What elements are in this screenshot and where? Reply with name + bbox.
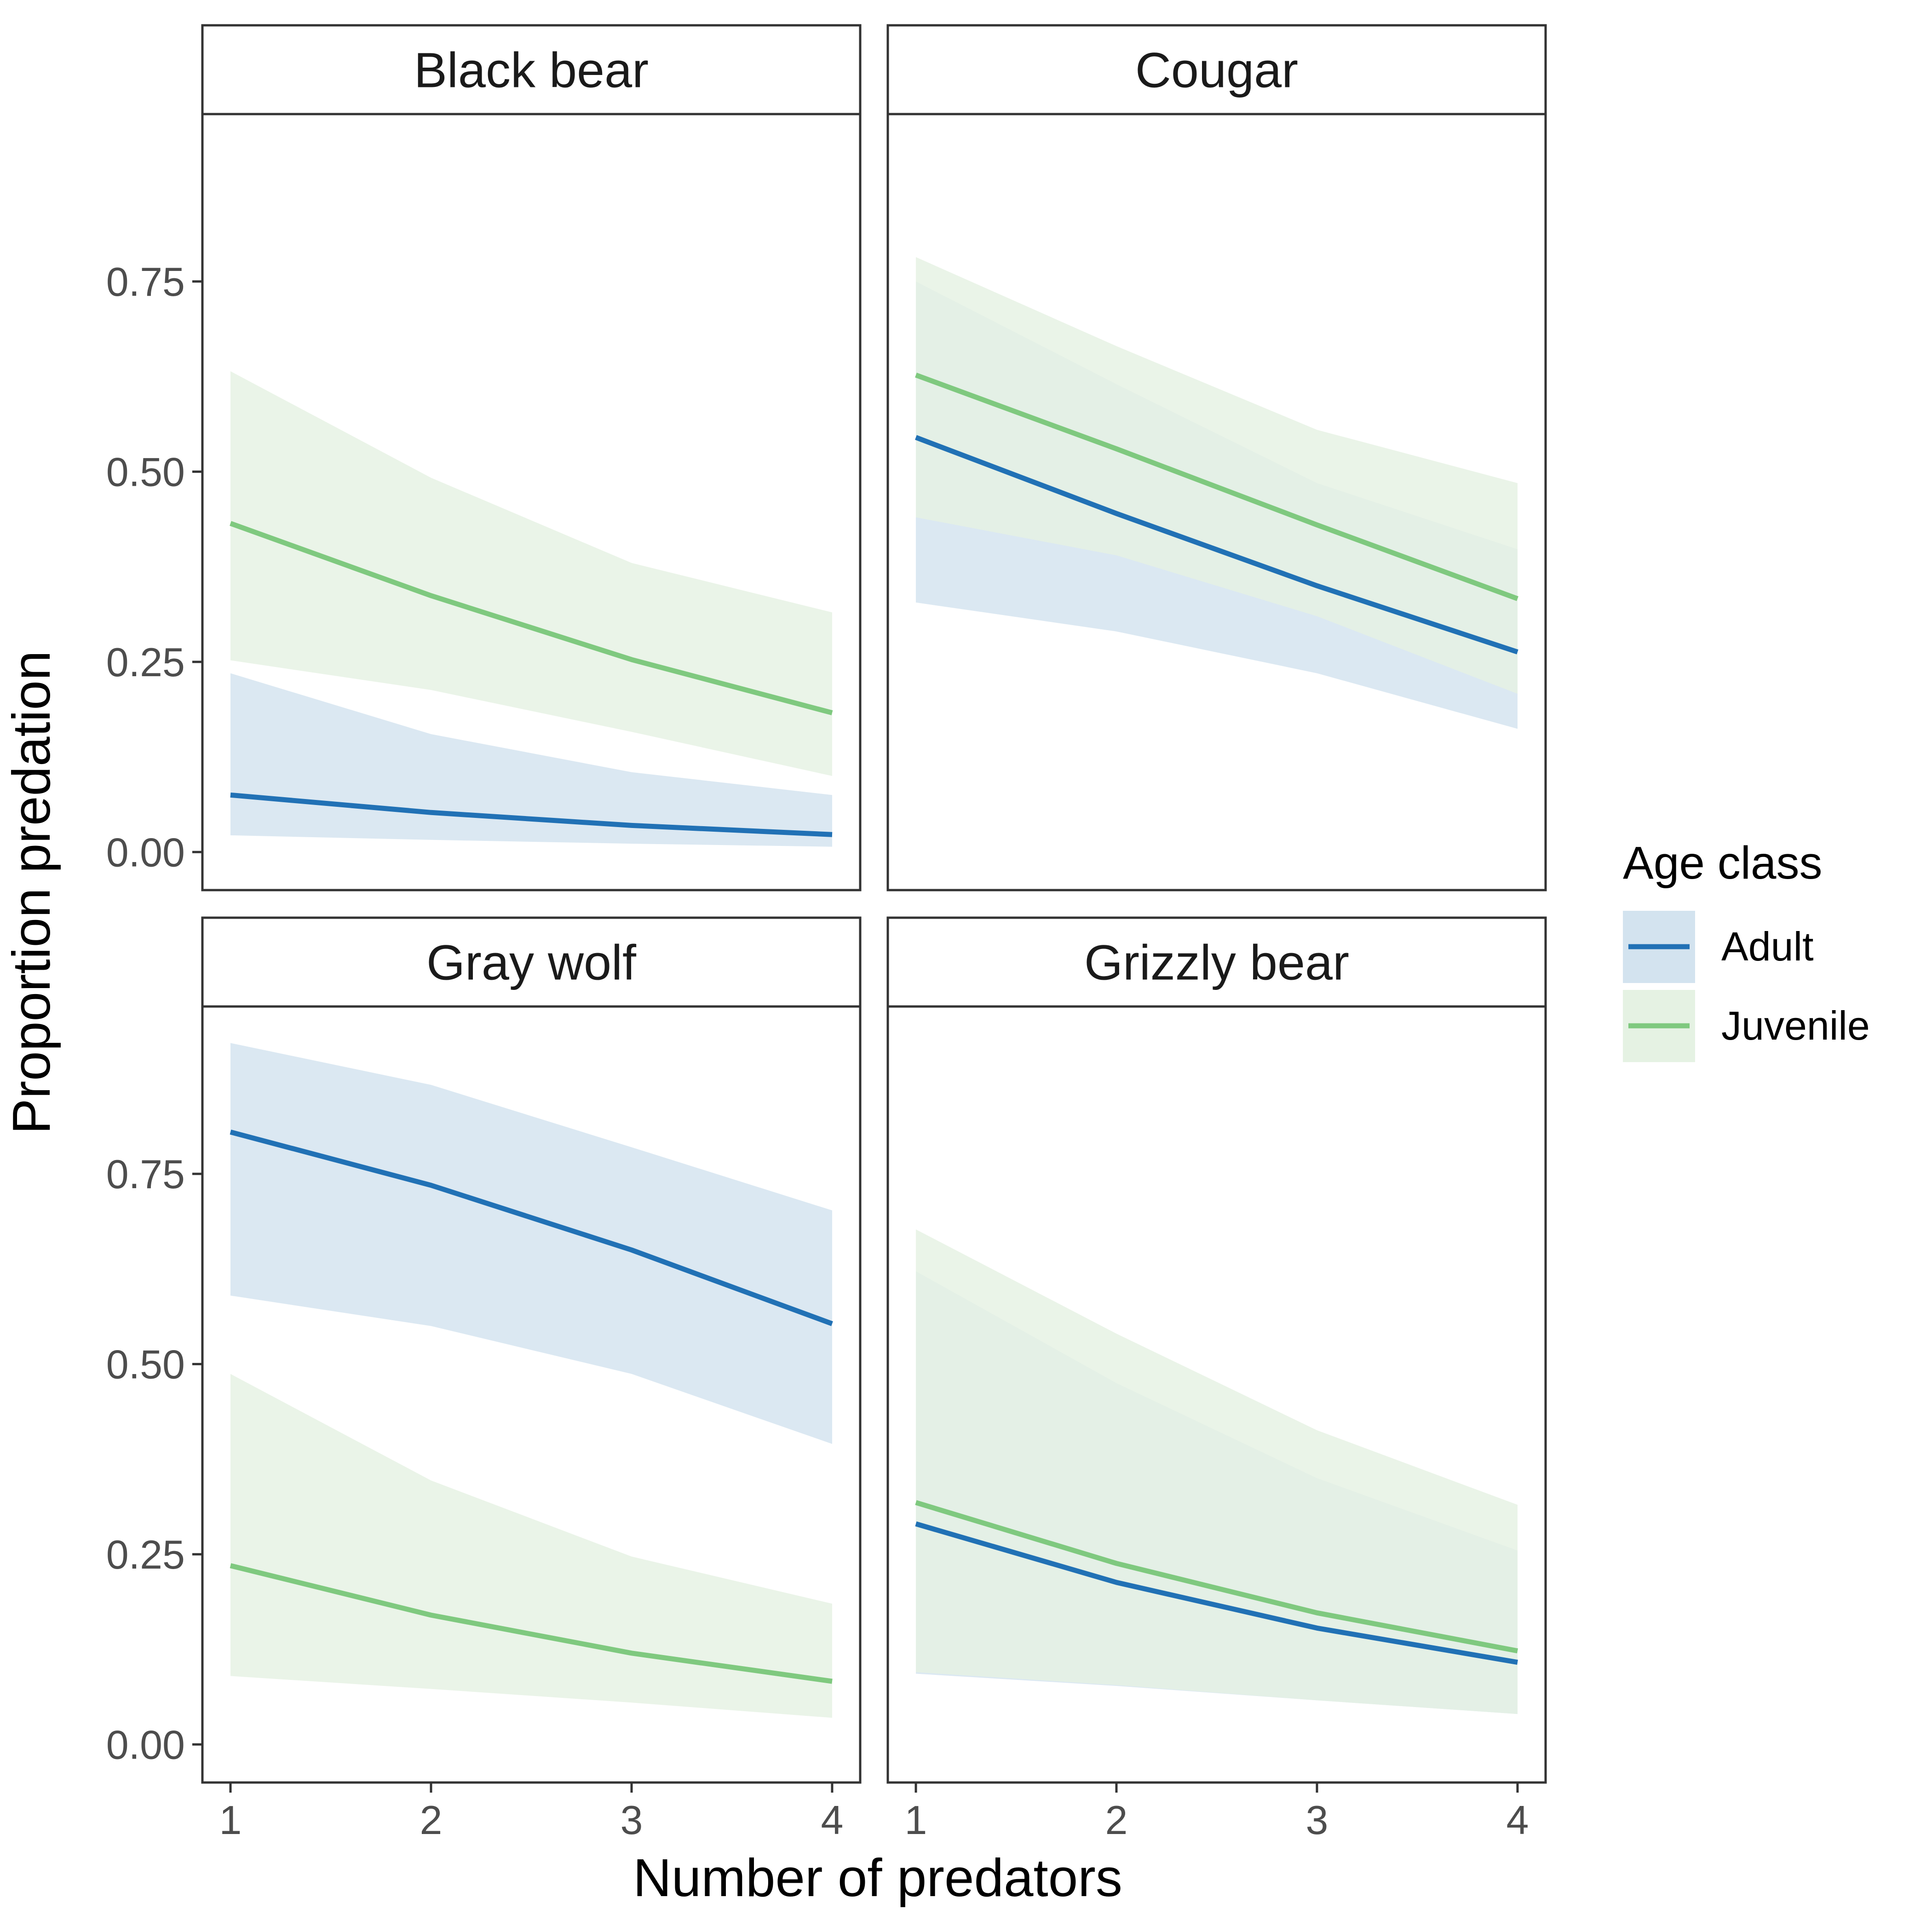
y-tick-label: 0.25 bbox=[106, 639, 185, 685]
y-tick-label: 0.00 bbox=[106, 829, 185, 875]
line-adult-gray-wolf bbox=[230, 1129, 833, 1326]
x-tick-label: 1 bbox=[905, 1797, 927, 1843]
legend-label-juvenile: Juvenile bbox=[1721, 1003, 1870, 1048]
panel-black-bear: Black bear 0.00 0.25 0.50 0.75 bbox=[106, 24, 862, 891]
panel-border-grizzly-bear bbox=[886, 1005, 1547, 1784]
strip-label-grizzly-bear: Grizzly bear bbox=[1084, 935, 1349, 990]
x-tick-label: 2 bbox=[420, 1797, 443, 1843]
x-tick-label: 3 bbox=[621, 1797, 643, 1843]
panel-border-black-bear bbox=[201, 113, 862, 891]
legend-label-adult: Adult bbox=[1721, 924, 1814, 969]
strip-gray-wolf bbox=[201, 916, 862, 1008]
y-tick-label: 0.25 bbox=[106, 1532, 185, 1577]
ribbon-juvenile-grizzly-bear bbox=[916, 1229, 1518, 1714]
x-tick-label: 3 bbox=[1306, 1797, 1328, 1843]
y-axis-title: Proportion predation bbox=[1, 650, 61, 1134]
x-tick-label: 4 bbox=[821, 1797, 843, 1843]
panel-grizzly-bear: Grizzly bear 1 2 3 4 bbox=[886, 916, 1547, 1843]
strip-label-gray-wolf: Gray wolf bbox=[426, 935, 637, 990]
ribbon-juvenile-gray-wolf bbox=[230, 1374, 832, 1718]
x-tick-label: 2 bbox=[1105, 1797, 1128, 1843]
ribbon-adult-gray-wolf bbox=[230, 1043, 832, 1444]
y-tick-label: 0.75 bbox=[106, 259, 185, 305]
y-tick-label: 0.50 bbox=[106, 449, 185, 494]
legend-title: Age class bbox=[1623, 837, 1823, 889]
strip-cougar bbox=[886, 24, 1547, 115]
panel-border-cougar bbox=[886, 113, 1547, 891]
panel-cougar: Cougar bbox=[886, 24, 1547, 891]
x-tick-label: 4 bbox=[1506, 1797, 1529, 1843]
legend: Age class Adult Juvenile bbox=[1623, 837, 1870, 1062]
y-tick-label: 0.50 bbox=[106, 1341, 185, 1387]
y-tick-label: 0.75 bbox=[106, 1151, 185, 1197]
panels: Black bear 0.00 0.25 0.50 0.75 Cougar Gray wol… bbox=[106, 24, 1547, 1843]
strip-black-bear bbox=[201, 24, 862, 115]
line-juvenile-grizzly-bear bbox=[915, 1500, 1518, 1654]
line-juvenile-black-bear bbox=[230, 521, 833, 715]
strip-label-cougar: Cougar bbox=[1135, 42, 1298, 98]
ribbon-juvenile-cougar bbox=[916, 257, 1518, 694]
line-adult-black-bear bbox=[230, 792, 833, 837]
x-axis-title: Number of predators bbox=[633, 1848, 1122, 1908]
ribbon-adult-black-bear bbox=[230, 673, 832, 847]
x-tick-label: 1 bbox=[219, 1797, 242, 1843]
line-juvenile-cougar bbox=[915, 373, 1518, 601]
panel-border-gray-wolf bbox=[201, 1005, 862, 1784]
line-juvenile-gray-wolf bbox=[230, 1563, 833, 1684]
y-tick-label: 0.00 bbox=[106, 1722, 185, 1767]
line-adult-cougar bbox=[915, 435, 1518, 655]
strip-grizzly-bear bbox=[886, 916, 1547, 1008]
strip-label-black-bear: Black bear bbox=[414, 42, 649, 98]
line-adult-grizzly-bear bbox=[915, 1521, 1518, 1665]
panel-gray-wolf: Gray wolf 0.00 0.25 0.50 0.75 1 2 3 4 bbox=[106, 916, 862, 1843]
